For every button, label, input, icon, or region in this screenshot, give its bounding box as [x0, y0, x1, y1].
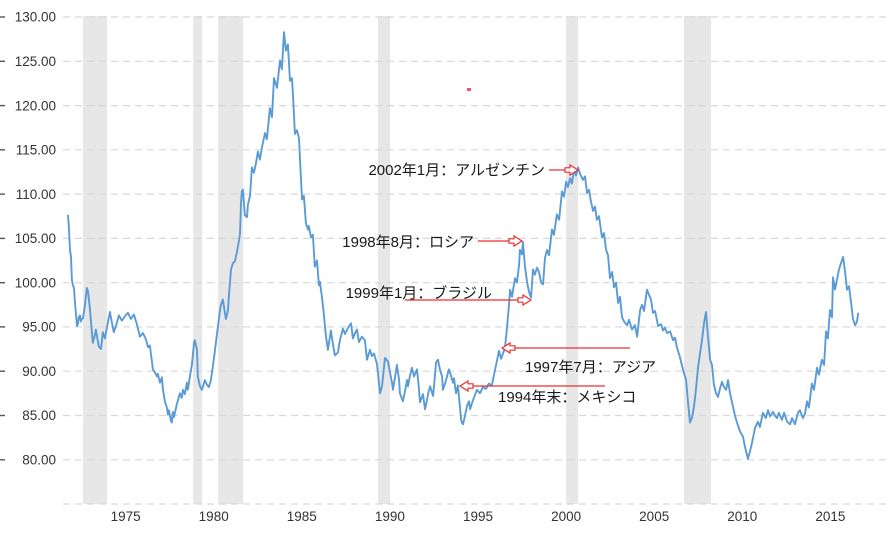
y-axis-label: 85.00: [22, 408, 56, 423]
annotation-label-russia: 1998年8月：ロシア: [342, 234, 474, 251]
x-axis-label: 2000: [551, 509, 581, 524]
annotation-label-asia: 1997年7月：アジア: [525, 359, 656, 376]
y-axis-label: 80.00: [22, 452, 56, 467]
y-axis-label: 110.00: [16, 187, 56, 202]
x-axis-label: 2005: [639, 509, 669, 524]
y-axis-label: 105.00: [15, 231, 56, 246]
y-axis-label: 130.00: [15, 10, 56, 25]
annotation-arrowhead-asia: [500, 341, 516, 355]
annotation-label-argentina: 2002年1月：アルゼンチン: [368, 162, 545, 179]
y-axis-label: 120.00: [15, 98, 56, 113]
y-axis-label: 95.00: [22, 320, 56, 335]
annotation-arrowhead-russia: [508, 234, 524, 248]
recession-band: [377, 16, 391, 504]
recession-band: [566, 16, 579, 504]
annotation-arrowhead-argentina: [564, 163, 580, 177]
recession-band: [193, 16, 203, 504]
annotation-label-brazil: 1999年1月：ブラジル: [346, 284, 492, 302]
y-axis-label: 90.00: [22, 364, 56, 379]
recession-band: [684, 16, 711, 504]
x-axis-label: 1990: [375, 509, 405, 524]
x-axis-label: 1980: [199, 509, 229, 524]
x-axis-label: 2010: [727, 509, 757, 524]
x-axis-label: 2015: [815, 509, 845, 524]
recession-band: [218, 16, 244, 504]
x-axis-label: 1985: [287, 509, 317, 524]
recession-band: [83, 16, 108, 504]
y-axis-label: 100.00: [15, 275, 56, 290]
stray-red-mark: [467, 88, 471, 91]
x-axis-label: 1975: [111, 509, 141, 524]
annotation-arrowhead-mexico: [458, 379, 474, 393]
x-axis-label: 1995: [463, 509, 493, 524]
annotation-label-mexico: 1994年末：メキシコ: [498, 389, 636, 406]
data-line: [67, 31, 860, 460]
annotation-arrowhead-brazil: [517, 293, 533, 307]
y-axis-label: 115.00: [16, 143, 56, 158]
y-axis-label: 125.00: [15, 54, 56, 69]
